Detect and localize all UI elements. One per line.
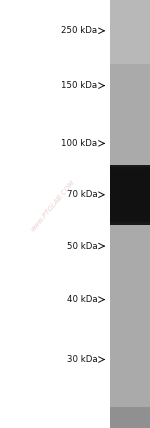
Bar xyxy=(110,178,150,212)
Bar xyxy=(110,175,150,214)
Bar xyxy=(110,170,150,220)
Bar xyxy=(110,178,150,212)
Text: 250 kDa: 250 kDa xyxy=(61,26,98,36)
Bar xyxy=(110,0,150,64)
Bar xyxy=(110,165,150,225)
Text: 50 kDa: 50 kDa xyxy=(67,241,98,251)
Text: 30 kDa: 30 kDa xyxy=(67,355,98,364)
Text: 40 kDa: 40 kDa xyxy=(67,295,98,304)
Bar xyxy=(110,407,150,428)
Bar xyxy=(110,172,150,217)
Text: 150 kDa: 150 kDa xyxy=(61,81,98,90)
Text: www.PTGLAB.COM: www.PTGLAB.COM xyxy=(29,178,76,232)
Bar xyxy=(110,0,150,428)
Text: 100 kDa: 100 kDa xyxy=(61,139,98,148)
Text: 70 kDa: 70 kDa xyxy=(67,190,98,199)
Bar xyxy=(110,167,150,222)
